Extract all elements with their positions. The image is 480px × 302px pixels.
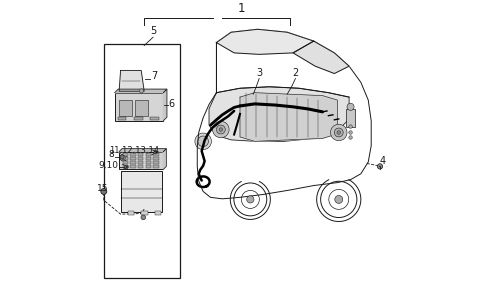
Bar (138, 153, 144, 156)
Bar (153, 157, 158, 160)
Bar (119, 152, 163, 169)
Circle shape (120, 154, 127, 161)
Circle shape (154, 150, 157, 154)
Bar (123, 165, 128, 168)
Circle shape (101, 188, 107, 194)
Circle shape (141, 215, 145, 220)
Text: 7: 7 (151, 71, 157, 81)
Bar (145, 157, 151, 160)
Circle shape (120, 155, 124, 159)
Bar (153, 161, 158, 164)
Bar (115, 93, 163, 121)
Bar (138, 165, 144, 168)
Bar (155, 211, 161, 215)
Text: 11,12,13,14: 11,12,13,14 (109, 146, 159, 155)
Bar (131, 161, 136, 164)
Polygon shape (209, 87, 349, 141)
Bar (131, 157, 136, 160)
Circle shape (125, 165, 128, 169)
Bar (145, 165, 151, 168)
Circle shape (347, 103, 354, 110)
Bar (134, 117, 143, 120)
Bar (123, 157, 128, 160)
Text: 3: 3 (256, 68, 262, 78)
Circle shape (247, 196, 254, 203)
Polygon shape (240, 93, 337, 141)
Bar (131, 153, 136, 156)
Circle shape (335, 195, 343, 203)
Polygon shape (216, 29, 314, 54)
Bar (138, 157, 144, 160)
Bar (138, 161, 144, 164)
Bar (128, 211, 134, 215)
Bar (135, 100, 148, 116)
Bar (104, 44, 180, 278)
Text: 9,10: 9,10 (98, 161, 118, 169)
Text: 5: 5 (150, 26, 156, 36)
Polygon shape (119, 71, 144, 91)
Polygon shape (163, 89, 167, 121)
Bar (118, 117, 127, 120)
Bar (150, 117, 159, 120)
Circle shape (195, 133, 211, 149)
Circle shape (349, 136, 352, 139)
Polygon shape (293, 41, 349, 73)
Text: 4: 4 (379, 156, 385, 166)
Bar (123, 153, 128, 156)
Bar (145, 161, 151, 164)
Circle shape (377, 164, 383, 169)
Circle shape (139, 89, 144, 93)
Circle shape (331, 124, 347, 141)
Circle shape (349, 131, 352, 134)
Polygon shape (197, 29, 371, 199)
Bar (120, 171, 162, 212)
Polygon shape (115, 89, 167, 93)
Bar (123, 161, 128, 164)
Text: 1: 1 (238, 2, 245, 14)
Bar (153, 165, 158, 168)
Bar (131, 165, 136, 168)
Text: 15: 15 (97, 185, 108, 194)
Bar (145, 153, 151, 156)
Text: 2: 2 (292, 68, 299, 78)
Circle shape (337, 131, 340, 134)
Circle shape (219, 128, 223, 131)
Circle shape (216, 125, 225, 134)
Text: 6: 6 (168, 98, 175, 108)
Circle shape (213, 121, 229, 138)
Circle shape (198, 136, 208, 147)
Circle shape (335, 128, 343, 137)
Bar (346, 109, 355, 127)
Circle shape (349, 125, 352, 128)
Polygon shape (119, 149, 166, 152)
Bar (153, 153, 158, 156)
Circle shape (121, 156, 125, 159)
Text: 8: 8 (108, 150, 114, 159)
Bar (119, 100, 132, 116)
Bar (141, 211, 148, 215)
Polygon shape (163, 149, 166, 169)
